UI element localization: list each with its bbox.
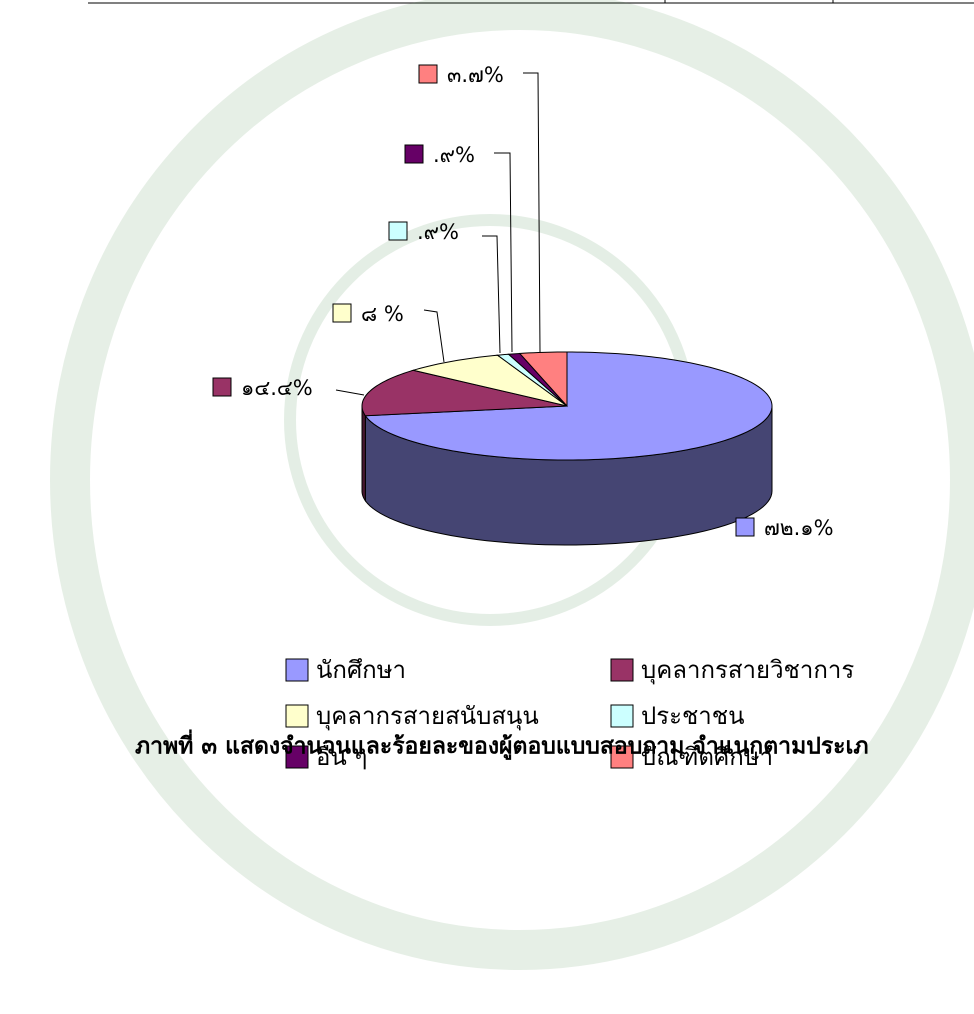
legend-label: บัณฑิตศึกษา <box>641 743 773 771</box>
slice <box>364 351 773 461</box>
legend-swatch <box>610 704 634 728</box>
legend-swatch <box>285 704 309 728</box>
data-label: ๓.๗% <box>447 63 504 87</box>
chart: ๗๒.๑%๑๔.๔%๘ %.๙%.๙%๓.๗%นักศึกษา บุคลากรสา… <box>212 63 854 771</box>
legend-label: บุคลากรสายวิชาการ <box>641 656 854 685</box>
legend-swatch <box>610 658 634 682</box>
leader-line <box>482 235 501 354</box>
label-swatch <box>388 221 408 241</box>
label-swatch <box>735 517 755 537</box>
slice <box>411 354 568 407</box>
label-swatch <box>212 377 232 397</box>
data-label: .๙% <box>433 143 475 167</box>
leader-line <box>494 152 513 353</box>
legend-label: นักศึกษา <box>316 656 406 684</box>
label-swatch <box>404 144 424 164</box>
data-label: ๗๒.๑% <box>764 516 834 540</box>
caption: ภาพที่ ๓ แสดงจำนวนและร้อยละของผู้ตอบแบบส… <box>135 729 869 761</box>
data-label: ๘ % <box>361 302 404 326</box>
data-label: .๙% <box>417 220 459 244</box>
leader-line <box>523 72 541 353</box>
slice-side <box>361 405 366 503</box>
leader-line <box>423 309 445 363</box>
legend-swatch <box>285 745 309 769</box>
legend-label: บุคลากรสายสนับสนุน <box>316 702 539 731</box>
legend-label: ประชาชน <box>641 702 744 730</box>
legend-swatch <box>610 745 634 769</box>
legend-swatch <box>285 658 309 682</box>
leader-line <box>335 389 365 396</box>
label-swatch <box>332 303 352 323</box>
table-border <box>88 0 974 4</box>
label-swatch <box>418 64 438 84</box>
slice <box>518 351 568 408</box>
slice <box>361 369 568 417</box>
data-label: ๑๔.๔% <box>241 376 313 400</box>
legend-label: อื่น ๆ <box>316 740 367 771</box>
